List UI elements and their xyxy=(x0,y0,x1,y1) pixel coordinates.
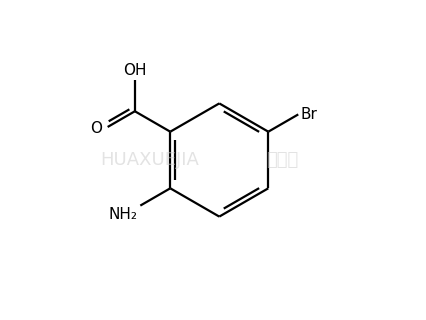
Text: O: O xyxy=(90,121,102,136)
Text: HUAXUEJIA: HUAXUEJIA xyxy=(101,151,199,169)
Text: Br: Br xyxy=(301,107,318,122)
Text: NH₂: NH₂ xyxy=(108,207,137,222)
Text: 化学加: 化学加 xyxy=(266,151,298,169)
Text: OH: OH xyxy=(123,63,147,78)
